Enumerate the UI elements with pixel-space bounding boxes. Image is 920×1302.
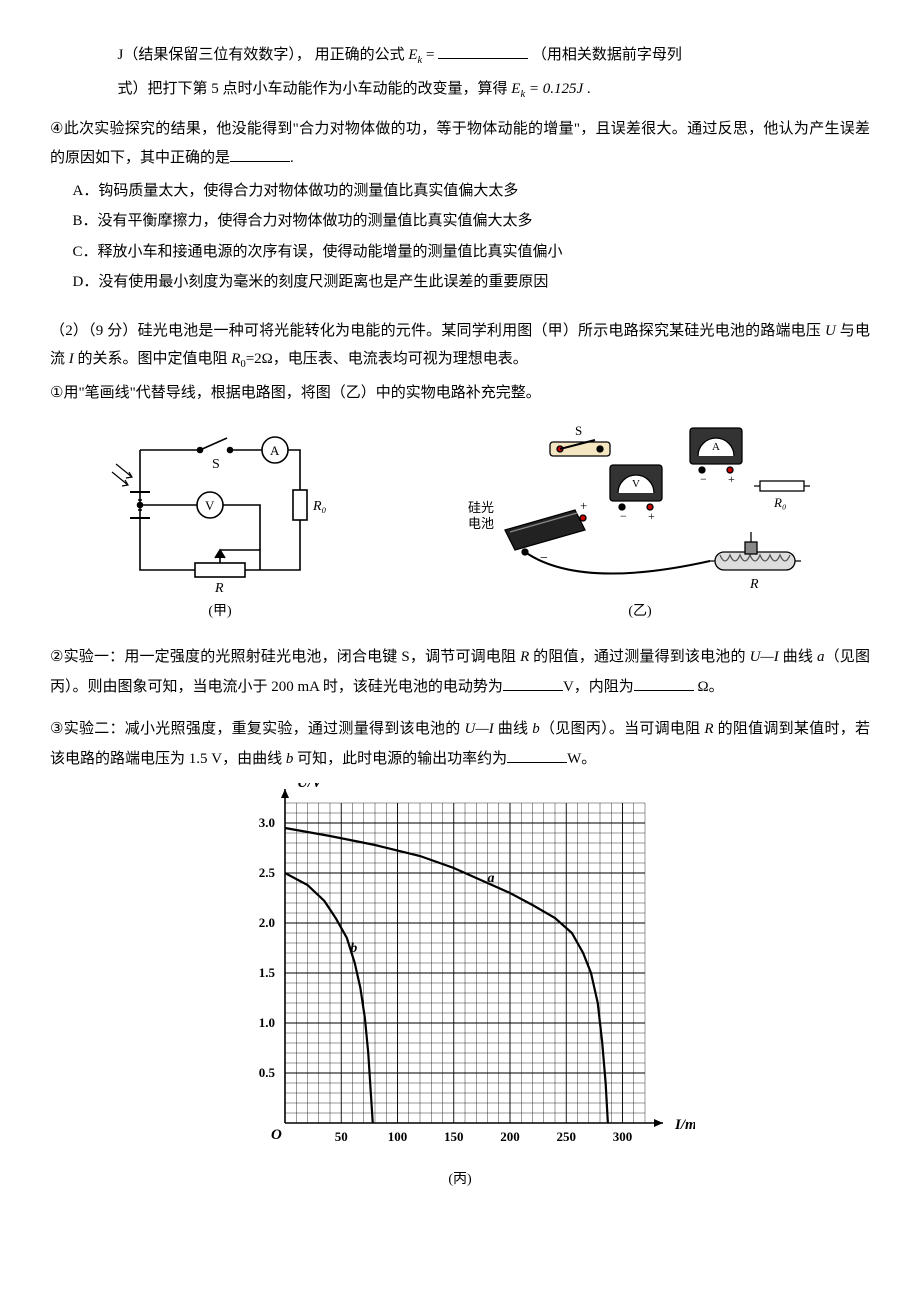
svg-text:S: S	[575, 423, 582, 438]
svg-text:+: +	[580, 498, 587, 513]
svg-text:2.5: 2.5	[259, 865, 276, 880]
blank-ek-formula	[438, 40, 528, 59]
figure-row: S A R₀ R V	[50, 420, 870, 626]
svg-text:b: b	[350, 941, 357, 956]
blank-emf	[503, 672, 563, 691]
label-jia: (甲)	[208, 599, 231, 626]
option-b: B．没有平衡摩擦力，使得合力对物体做功的测量值比真实值偏大太多	[50, 207, 870, 236]
svg-text:2.0: 2.0	[259, 915, 275, 930]
option-a: A．钩码质量太大，使得合力对物体做功的测量值比真实值偏大太多	[50, 177, 870, 206]
figure-jia: S A R₀ R V	[100, 430, 340, 626]
svg-text:1.0: 1.0	[259, 1015, 275, 1030]
svg-text:−: −	[700, 472, 707, 486]
svg-text:150: 150	[444, 1129, 464, 1144]
svg-text:50: 50	[335, 1129, 348, 1144]
p2-intro: （2）（9 分）硅光电池是一种可将光能转化为电能的元件。某同学利用图（甲）所示电…	[50, 317, 870, 375]
num-3-icon: ③	[50, 720, 64, 737]
svg-text:V: V	[205, 498, 215, 513]
svg-text:V: V	[632, 478, 640, 490]
option-d: D．没有使用最小刻度为毫米的刻度尺测距离也是产生此误差的重要原因	[50, 268, 870, 297]
figure-yi: S A − + V −	[460, 420, 820, 626]
num-4-icon: ④	[50, 120, 64, 137]
text: （用相关数据前字母列	[532, 47, 682, 63]
frag-line2: 式）把打下第 5 点时小车动能作为小车动能的改变量，算得 Ek = 0.125J…	[50, 75, 870, 105]
chart-bing: 50 100 150 200 250 300 0.5 1.0 1.5 2.0 2.5 3.0 O I/mA…	[50, 783, 870, 1163]
svg-text:R₀: R₀	[312, 499, 327, 514]
svg-text:电池: 电池	[468, 516, 494, 531]
blank-r	[634, 672, 694, 691]
svg-text:U/V: U/V	[297, 783, 324, 791]
blank-q4	[230, 143, 290, 162]
svg-text:S: S	[212, 457, 220, 472]
num-2-icon: ②	[50, 648, 64, 665]
text: J（结果保留三位有效数字）， 用正确的公式	[118, 47, 405, 63]
text: 式）把打下第 5 点时小车动能作为小车动能的改变量，算得	[118, 81, 508, 97]
num-1-icon: ①	[50, 384, 63, 401]
ek-var: Ek	[408, 47, 422, 63]
q3: ③实验二：减小光照强度，重复实验，通过测量得到该电池的 U—I 曲线 b（见图丙…	[50, 715, 870, 773]
svg-text:+: +	[728, 472, 735, 486]
svg-text:a: a	[488, 871, 495, 886]
svg-text:A: A	[712, 441, 720, 453]
q4-text: 此次实验探究的结果，他没能得到"合力对物体做的功，等于物体动能的增量"，且误差很…	[50, 121, 870, 167]
label-yi: (乙)	[628, 599, 651, 626]
svg-text:R: R	[214, 581, 224, 595]
svg-text:100: 100	[388, 1129, 408, 1144]
q4: ④此次实验探究的结果，他没能得到"合力对物体做的功，等于物体动能的增量"，且误差…	[50, 115, 870, 173]
circuit-yi-icon: S A − + V −	[460, 420, 820, 595]
q1: ①用"笔画线"代替导线，根据电路图，将图（乙）中的实物电路补充完整。	[50, 379, 870, 408]
ek-eq: Ek = 0.125J	[511, 81, 583, 97]
svg-text:250: 250	[557, 1129, 577, 1144]
circuit-jia-icon: S A R₀ R V	[100, 430, 340, 595]
ui-chart-icon: 50 100 150 200 250 300 0.5 1.0 1.5 2.0 2.5 3.0 O I/mA…	[225, 783, 695, 1163]
svg-text:R: R	[749, 577, 759, 592]
frag-line1: J（结果保留三位有效数字）， 用正确的公式 Ek = （用相关数据前字母列	[50, 40, 870, 71]
svg-text:R₀: R₀	[773, 495, 786, 510]
svg-text:300: 300	[613, 1129, 633, 1144]
svg-text:−: −	[620, 509, 627, 523]
svg-text:+: +	[648, 509, 655, 523]
svg-text:3.0: 3.0	[259, 815, 275, 830]
svg-text:0.5: 0.5	[259, 1065, 276, 1080]
option-c: C．释放小车和接通电源的次序有误，使得动能增量的测量值比真实值偏小	[50, 238, 870, 267]
label-bing: (丙)	[50, 1167, 870, 1194]
svg-text:1.5: 1.5	[259, 965, 276, 980]
svg-text:O: O	[271, 1127, 282, 1143]
svg-text:A: A	[270, 443, 280, 458]
svg-text:硅光: 硅光	[468, 500, 494, 515]
blank-power	[507, 744, 567, 763]
svg-text:I/mA: I/mA	[674, 1117, 695, 1133]
svg-text:200: 200	[500, 1129, 520, 1144]
q2: ②实验一：用一定强度的光照射硅光电池，闭合电键 S，调节可调电阻 R 的阻值，通…	[50, 643, 870, 701]
